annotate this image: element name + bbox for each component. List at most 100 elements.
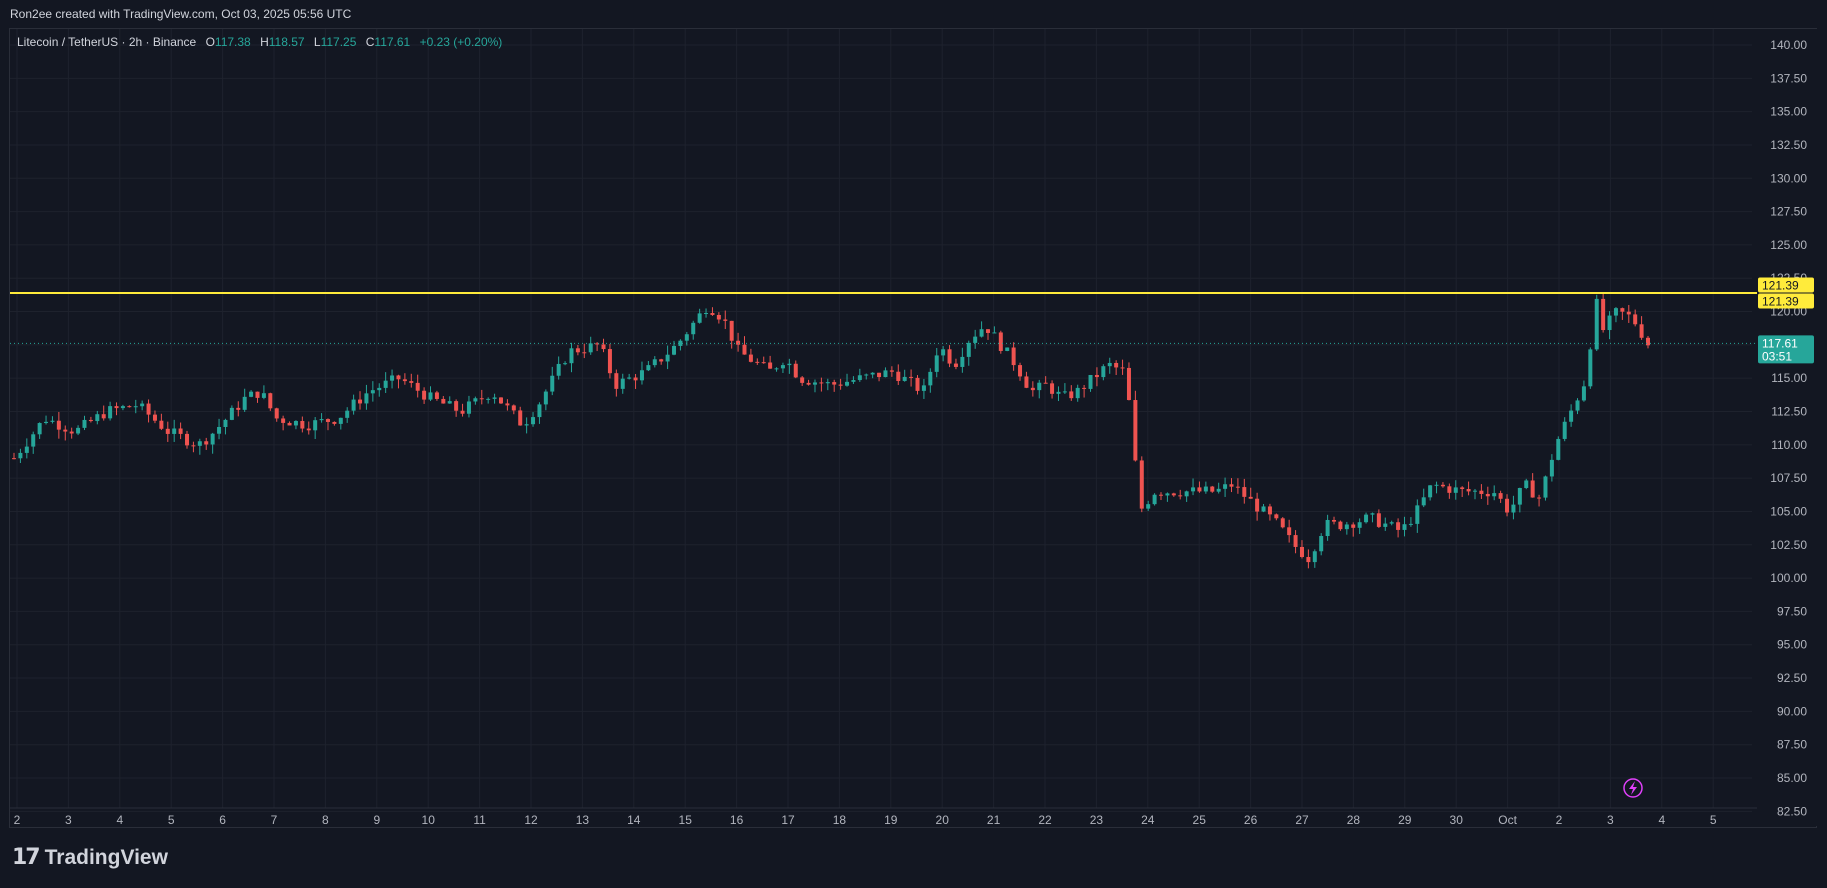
candle-body	[1485, 493, 1490, 497]
candle-body	[492, 397, 497, 399]
candle-body	[345, 410, 350, 418]
candle-body	[498, 397, 503, 404]
candle-body	[1114, 362, 1119, 368]
price-axis-bg	[1757, 29, 1817, 826]
candle-body	[1601, 298, 1606, 331]
candle-body	[1312, 551, 1317, 563]
candle-body	[1050, 383, 1055, 394]
candle-body	[787, 363, 792, 366]
price-axis: 140.00 137.50 135.00 132.50 130.00 127.50 125.…	[1757, 29, 1817, 826]
candle-body	[1005, 347, 1010, 351]
candle-body	[684, 334, 689, 341]
candle-body	[1428, 485, 1433, 498]
low-label: L	[313, 35, 321, 49]
candle-body	[217, 426, 222, 434]
candle-body	[825, 382, 830, 384]
x-tick-label: 30	[1450, 813, 1464, 827]
candle-body	[178, 428, 183, 434]
resistance-badge-1-text: 121.39	[1762, 279, 1799, 293]
candle-body	[1229, 484, 1234, 487]
candle-body	[396, 375, 401, 380]
candle-body	[114, 406, 119, 409]
candle-body	[1562, 421, 1567, 439]
candle-body	[1178, 495, 1183, 497]
candle-body	[415, 382, 420, 391]
tradingview-brand[interactable]: 17 TradingView	[12, 845, 168, 870]
candle-body	[191, 445, 196, 447]
candle-body	[1453, 487, 1458, 493]
x-tick-label: 4	[1658, 813, 1665, 827]
candle-body	[1505, 498, 1510, 513]
candle-body	[1575, 400, 1580, 411]
symbol-legend[interactable]: Litecoin / TetherUS · 2h · Binance O117.…	[17, 35, 502, 49]
candle-body	[1146, 504, 1151, 509]
candle-body	[1646, 337, 1650, 346]
candle-body	[1466, 488, 1471, 492]
candle-body	[819, 382, 824, 384]
x-tick-label: 13	[576, 813, 590, 827]
candle-body	[505, 403, 510, 406]
candle-body	[979, 329, 984, 337]
chart-grid	[10, 29, 1752, 812]
candle-body	[95, 414, 100, 422]
x-tick-label: 10	[422, 813, 436, 827]
candle-body	[1639, 324, 1644, 338]
candle-body	[338, 417, 343, 424]
last-price-badge-bg	[1758, 335, 1814, 364]
candle-body	[1075, 387, 1080, 399]
resistance-badge-2: 121.39	[1758, 293, 1814, 309]
resistance-badge-1: 121.39	[1758, 277, 1814, 293]
candle-body	[627, 377, 632, 379]
y-tick-label: 97.50	[1777, 604, 1807, 618]
x-tick-label: 11	[473, 813, 486, 827]
candle-body	[1581, 386, 1586, 401]
candle-body	[582, 352, 587, 354]
x-tick-label: Oct	[1498, 813, 1517, 827]
candle-body	[838, 384, 843, 386]
candle-body	[1030, 387, 1035, 391]
candle-body	[550, 375, 555, 392]
candle-body	[845, 381, 850, 386]
candle-body	[531, 417, 536, 425]
candle-body	[300, 420, 305, 429]
candle-body	[1082, 387, 1087, 389]
candle-body	[780, 365, 785, 369]
candle-body	[1191, 487, 1196, 492]
candle-body	[1588, 349, 1593, 387]
candle-body	[1440, 484, 1445, 487]
candle-body	[31, 434, 36, 447]
candle-body	[877, 372, 882, 378]
candle-body	[63, 429, 68, 432]
lightning-icon	[1623, 778, 1643, 798]
candle-body	[742, 344, 747, 355]
candle-body	[18, 452, 23, 459]
candle-body	[902, 376, 907, 381]
candle-body	[1062, 391, 1067, 393]
candle-body	[165, 428, 170, 434]
candle-body	[1126, 367, 1131, 401]
candle-body	[736, 340, 741, 345]
candle-body	[441, 398, 446, 404]
candle-body	[56, 420, 61, 430]
candle-body	[537, 404, 542, 418]
candle-body	[133, 406, 138, 408]
candle-body	[473, 398, 478, 402]
y-tick-label: 82.50	[1777, 804, 1807, 818]
candle-body	[223, 419, 228, 427]
candle-body	[1549, 459, 1554, 477]
candle-body	[761, 362, 766, 364]
y-tick-label: 130.00	[1770, 171, 1807, 185]
candle-body	[800, 377, 805, 383]
candlestick-chart[interactable]: 140.00 137.50 135.00 132.50 130.00 127.50 125.…	[0, 0, 1827, 830]
candle-body	[934, 355, 939, 372]
symbol-title[interactable]: Litecoin / TetherUS · 2h · Binance	[17, 35, 197, 49]
candle-body	[575, 348, 580, 353]
candle-body	[806, 382, 811, 385]
candle-body	[985, 329, 990, 333]
candle-body	[428, 392, 433, 400]
candle-body	[204, 441, 209, 445]
chart-frame[interactable]	[9, 28, 1817, 828]
candle-body	[1165, 493, 1170, 496]
